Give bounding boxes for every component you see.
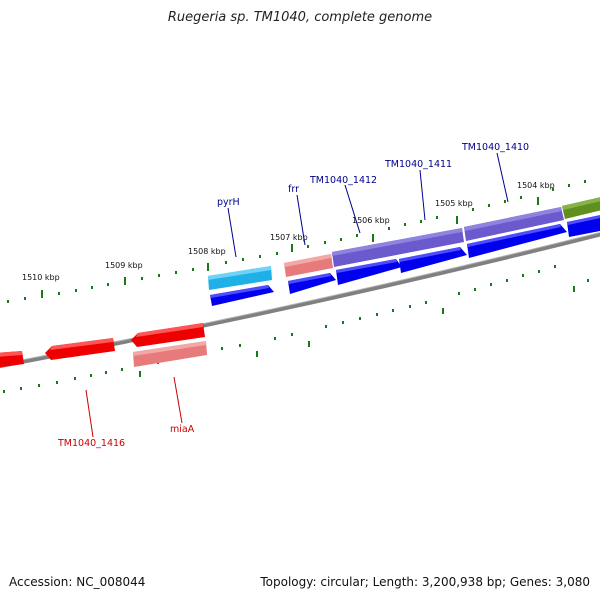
- gene-label-pyrH: pyrH: [217, 197, 240, 208]
- tick-label-1507: 1507 kbp: [270, 233, 308, 242]
- accession-text: Accession: NC_008044: [9, 575, 146, 589]
- tick-label-1506: 1506 kbp: [352, 216, 390, 225]
- outer-tick-ring: [7, 180, 586, 303]
- cds-pyrH: [210, 285, 274, 306]
- tick-label-1508: 1508 kbp: [188, 247, 226, 256]
- feature-purple-1: [332, 228, 464, 267]
- cds-frr: [288, 273, 336, 294]
- gene-label-frr: frr: [288, 184, 299, 195]
- gene-label-TM1040_1411: TM1040_1411: [384, 159, 452, 170]
- leader-lines: [85, 152, 509, 438]
- gene-label-miaA: miaA: [170, 424, 195, 435]
- tick-label-1504: 1504 kbp: [517, 181, 555, 190]
- map-title: Ruegeria sp. TM1040, complete genome: [167, 10, 433, 25]
- tick-label-1509: 1509 kbp: [105, 261, 143, 270]
- kbp-labels: 1510 kbp 1509 kbp 1508 kbp 1507 kbp 1506…: [22, 181, 555, 282]
- cds-TM1040_1412: [336, 259, 402, 285]
- reverse-cds-track: [0, 323, 207, 368]
- feature-ring: [208, 197, 600, 290]
- gene-label-TM1040_1412: TM1040_1412: [309, 175, 377, 186]
- forward-cds-track: [210, 215, 600, 306]
- gene-labels: pyrH frr TM1040_1412 TM1040_1411 TM1040_…: [57, 142, 529, 449]
- cds-TM1040_1410: [467, 224, 567, 258]
- gene-label-TM1040_1416: TM1040_1416: [57, 438, 125, 449]
- genome-info-text: Topology: circular; Length: 3,200,938 bp…: [260, 575, 590, 589]
- tick-label-1510: 1510 kbp: [22, 273, 60, 282]
- cds-TM1040_1411: [399, 247, 467, 273]
- gene-label-TM1040_1410: TM1040_1410: [461, 142, 529, 153]
- tick-label-1505: 1505 kbp: [435, 199, 473, 208]
